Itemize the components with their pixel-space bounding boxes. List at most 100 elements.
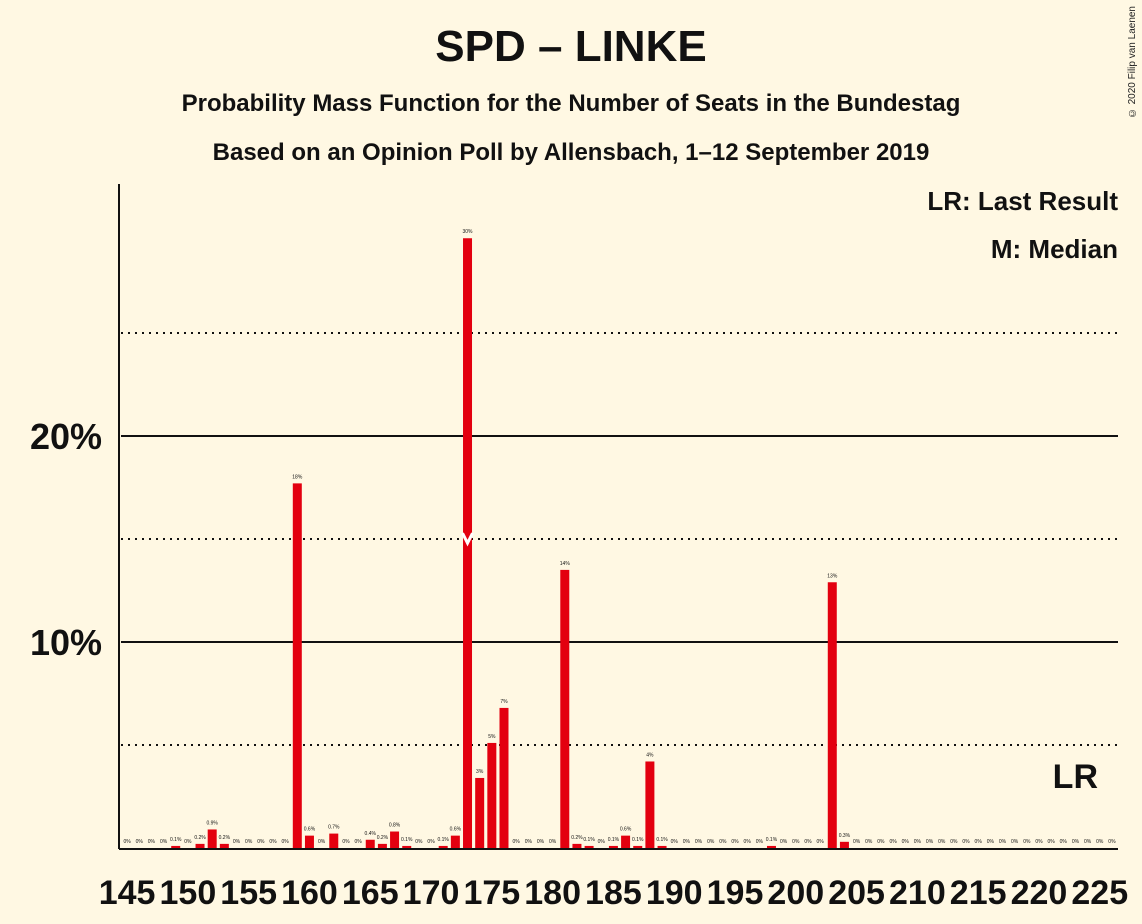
bar-value-label: 0% bbox=[1108, 839, 1116, 845]
x-tick-label: 190 bbox=[646, 874, 703, 912]
bar-value-label: 0% bbox=[184, 839, 192, 845]
bar-seat-151 bbox=[195, 843, 205, 848]
bar-value-label: 0% bbox=[1048, 839, 1056, 845]
bar-seat-160 bbox=[304, 835, 314, 848]
median-marker bbox=[461, 532, 474, 547]
bar-value-label: 0.1% bbox=[608, 837, 620, 843]
bar-value-label: 0% bbox=[902, 839, 910, 845]
bar-seat-188 bbox=[645, 761, 655, 848]
bar-value-label: 30% bbox=[463, 229, 474, 235]
bar-value-label: 0% bbox=[962, 839, 970, 845]
bar-seat-189 bbox=[657, 845, 667, 848]
y-tick-label: 10% bbox=[30, 622, 102, 663]
bar-value-label: 0.8% bbox=[389, 823, 401, 829]
bar-seat-168 bbox=[402, 845, 412, 848]
bar-value-label: 0% bbox=[865, 839, 873, 845]
x-tick-label: 220 bbox=[1011, 874, 1068, 912]
bar-value-label: 0% bbox=[707, 839, 715, 845]
x-tick-label: 175 bbox=[463, 874, 520, 912]
bar-value-label: 0.2% bbox=[571, 835, 583, 841]
bar-value-label: 0% bbox=[926, 839, 934, 845]
bar-value-label: 0% bbox=[671, 839, 679, 845]
bar-seat-174 bbox=[475, 777, 485, 848]
bar-value-label: 14% bbox=[560, 561, 571, 567]
bar-value-label: 0.1% bbox=[766, 837, 778, 843]
bar-value-label: 0% bbox=[683, 839, 691, 845]
x-tick-label: 195 bbox=[707, 874, 764, 912]
x-tick-label: 150 bbox=[160, 874, 217, 912]
chart-subtitle: Probability Mass Function for the Number… bbox=[181, 90, 961, 117]
bar-seat-176 bbox=[499, 707, 509, 848]
y-tick-label: 20% bbox=[30, 416, 102, 457]
bar-value-label: 0% bbox=[1011, 839, 1019, 845]
bar-value-label: 0% bbox=[756, 839, 764, 845]
bar-value-label: 13% bbox=[827, 573, 838, 579]
bar-value-label: 0.6% bbox=[620, 827, 632, 833]
x-tick-label: 145 bbox=[99, 874, 156, 912]
bar-value-label: 0% bbox=[889, 839, 897, 845]
chart-source: Based on an Opinion Poll by Allensbach, … bbox=[212, 139, 930, 166]
bar-value-label: 5% bbox=[488, 734, 496, 740]
bar-value-label: 0% bbox=[1035, 839, 1043, 845]
bar-value-label: 0.4% bbox=[365, 831, 377, 837]
legend-median: M: Median bbox=[990, 234, 1118, 264]
bar-seat-183 bbox=[584, 845, 594, 848]
bar-seat-171 bbox=[438, 845, 448, 848]
bar-seat-187 bbox=[633, 845, 643, 848]
bar-seat-166 bbox=[377, 843, 387, 848]
last-result-label: LR bbox=[1053, 758, 1098, 796]
bar-seat-204 bbox=[839, 841, 849, 848]
bar-value-label: 0% bbox=[950, 839, 958, 845]
bar-value-label: 0.1% bbox=[401, 837, 413, 843]
bar-value-label: 7% bbox=[500, 699, 508, 705]
bar-value-label: 0.2% bbox=[377, 835, 389, 841]
bar-seat-165 bbox=[365, 839, 375, 848]
bar-value-label: 0% bbox=[233, 839, 241, 845]
x-tick-label: 180 bbox=[524, 874, 581, 912]
bar-value-label: 0% bbox=[257, 839, 265, 845]
bar-value-label: 0% bbox=[123, 839, 131, 845]
bar-value-label: 18% bbox=[292, 474, 303, 480]
bar-seat-198 bbox=[766, 845, 776, 848]
bar-seat-153 bbox=[219, 843, 229, 848]
bar-value-label: 0% bbox=[525, 839, 533, 845]
bar-value-label: 4% bbox=[646, 752, 654, 758]
bar-value-label: 3% bbox=[476, 769, 484, 775]
x-tick-label: 225 bbox=[1071, 874, 1128, 912]
legend-last-result: LR: Last Result bbox=[927, 186, 1118, 216]
bar-value-label: 0% bbox=[1023, 839, 1031, 845]
bar-seat-159 bbox=[292, 483, 302, 848]
bar-value-label: 0% bbox=[136, 839, 144, 845]
bar-seat-186 bbox=[621, 835, 631, 848]
bar-seat-182 bbox=[572, 843, 582, 848]
bar-value-label: 0.1% bbox=[656, 837, 668, 843]
bar-seat-181 bbox=[560, 569, 570, 848]
bar-value-label: 0.7% bbox=[328, 825, 340, 831]
bar-value-label: 0.1% bbox=[437, 837, 449, 843]
bar-value-label: 0% bbox=[975, 839, 983, 845]
bar-value-label: 0.1% bbox=[170, 837, 182, 843]
bar-value-label: 0.6% bbox=[450, 827, 462, 833]
bar-seat-152 bbox=[207, 829, 217, 848]
x-tick-label: 210 bbox=[889, 874, 946, 912]
bar-value-label: 0% bbox=[537, 839, 545, 845]
x-tick-label: 215 bbox=[950, 874, 1007, 912]
bar-value-label: 0.1% bbox=[632, 837, 644, 843]
bar-value-label: 0% bbox=[1084, 839, 1092, 845]
bar-seat-185 bbox=[608, 845, 618, 848]
bar-value-label: 0% bbox=[1096, 839, 1104, 845]
bar-value-label: 0% bbox=[282, 839, 290, 845]
bar-value-label: 0% bbox=[792, 839, 800, 845]
bar-seat-149 bbox=[171, 845, 181, 848]
bar-value-label: 0% bbox=[549, 839, 557, 845]
x-tick-label: 170 bbox=[403, 874, 460, 912]
bar-value-label: 0% bbox=[342, 839, 350, 845]
bar-value-label: 0% bbox=[354, 839, 362, 845]
x-tick-label: 165 bbox=[342, 874, 399, 912]
x-tick-label: 185 bbox=[585, 874, 642, 912]
bar-value-label: 0% bbox=[160, 839, 168, 845]
x-tick-label: 155 bbox=[220, 874, 277, 912]
bar-value-label: 0% bbox=[780, 839, 788, 845]
bar-value-label: 0% bbox=[513, 839, 521, 845]
